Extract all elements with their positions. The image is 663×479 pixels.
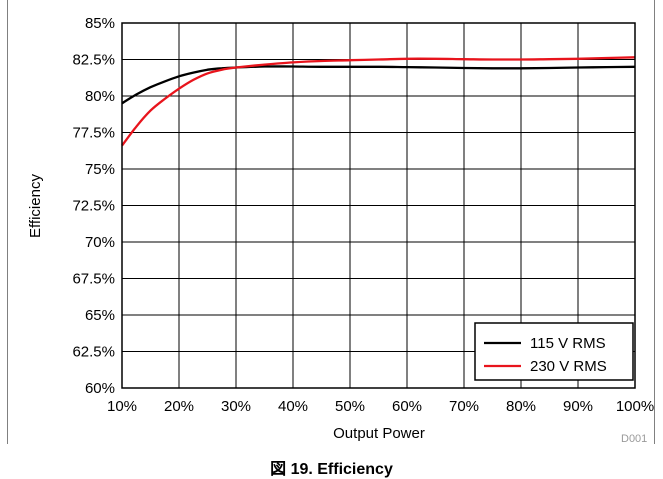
x-tick-label: 100% <box>616 398 654 415</box>
frame-left-border <box>7 0 8 444</box>
x-tick-label: 20% <box>164 398 194 415</box>
legend-label-115v: 115 V RMS <box>530 335 606 352</box>
legend: 115 V RMS 230 V RMS <box>474 322 634 381</box>
x-tick-label: 90% <box>563 398 593 415</box>
x-tick-label: 30% <box>221 398 251 415</box>
x-tick-label: 10% <box>107 398 137 415</box>
y-tick-label: 70% <box>85 234 115 251</box>
legend-box <box>474 322 634 381</box>
x-tick-label: 50% <box>335 398 365 415</box>
y-tick-label: 60% <box>85 380 115 397</box>
y-tick-label: 62.5% <box>72 344 115 361</box>
plot-border <box>121 22 636 389</box>
series-line-115v <box>121 65 636 105</box>
y-tick-labels: 60% 62.5% 65% 67.5% 70% 72.5% 75% 77.5% 80% 82.5%… <box>72 15 115 397</box>
x-tick-label: 70% <box>449 398 479 415</box>
y-tick-label: 72.5% <box>72 198 115 215</box>
x-tick-label: 60% <box>392 398 422 415</box>
y-tick-label: 85% <box>85 15 115 32</box>
figure-caption: 図 19. Efficiency <box>270 461 393 478</box>
legend-label-230v: 230 V RMS <box>530 358 607 375</box>
x-axis-label: Output Power <box>333 425 425 442</box>
y-tick-label: 82.5% <box>72 52 115 69</box>
y-tick-label: 75% <box>85 161 115 178</box>
frame-right-border <box>654 0 655 444</box>
figure-code: D001 <box>621 433 647 445</box>
y-tick-label: 80% <box>85 88 115 105</box>
y-tick-label: 65% <box>85 307 115 324</box>
y-tick-label: 67.5% <box>72 271 115 288</box>
x-tick-label: 80% <box>506 398 536 415</box>
series-lines <box>121 56 636 147</box>
series-line-230v <box>121 56 636 147</box>
y-axis-label: Efficiency <box>27 174 44 238</box>
x-tick-label: 40% <box>278 398 308 415</box>
x-tick-labels: 10% 20% 30% 40% 50% 60% 70% 80% 90% 100% <box>107 398 654 415</box>
y-tick-label: 77.5% <box>72 125 115 142</box>
